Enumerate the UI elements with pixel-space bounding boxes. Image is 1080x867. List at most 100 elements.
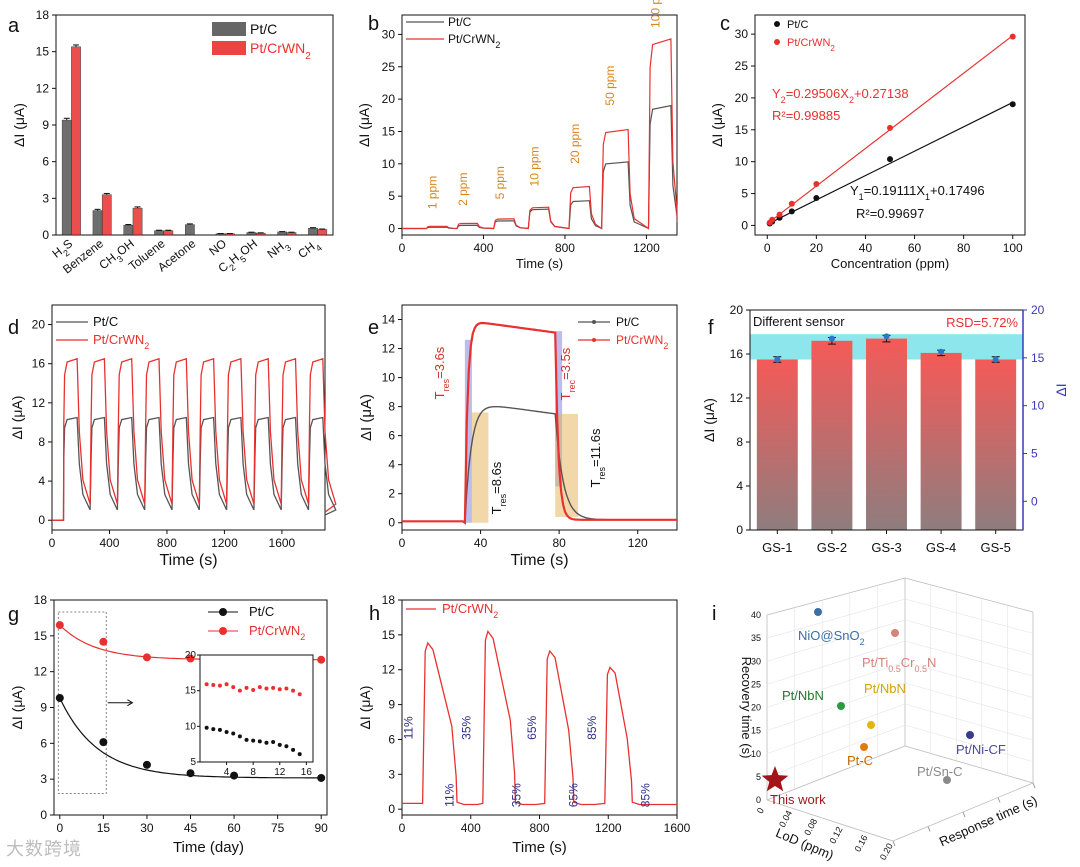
equation-label: Y1=0.19111X1+0.17496 xyxy=(850,183,985,202)
data-point xyxy=(943,776,951,784)
legend-label: Pt/C xyxy=(448,15,472,29)
y-tick-label: 8 xyxy=(38,435,45,449)
y-tick-label: 12 xyxy=(382,663,396,677)
data-point xyxy=(231,731,236,736)
series-pt-crwn2 xyxy=(402,321,677,525)
legend-label: Pt/CrWN2 xyxy=(249,623,305,642)
panel-letter: g xyxy=(8,604,19,626)
z-tick xyxy=(997,797,1001,803)
this-work-star xyxy=(761,766,789,792)
data-point xyxy=(1009,33,1016,40)
y-tick-label: 10 xyxy=(185,721,197,732)
band-label: Different sensor xyxy=(753,314,845,329)
y-tick-label: 0 xyxy=(388,222,395,236)
series-pt-c xyxy=(52,416,337,521)
legend-label: Pt/CrWN2 xyxy=(442,601,498,620)
box-edge xyxy=(766,745,906,801)
humidity-label: 11% xyxy=(443,783,457,806)
data-point xyxy=(769,216,776,223)
y-axis-label: ΔI (μA) xyxy=(357,686,373,730)
data-point xyxy=(867,721,875,729)
box-edge xyxy=(766,799,894,842)
z-tick xyxy=(962,811,966,818)
x-tick-label: 1200 xyxy=(595,821,622,835)
y-tick-label: 20 xyxy=(735,91,749,105)
y-tick-label: 20 xyxy=(185,650,197,661)
concentration-label: 20 ppm xyxy=(568,124,582,164)
y-tick-label: 30 xyxy=(382,27,396,41)
y-axis-label: ΔI (μA) xyxy=(9,686,25,730)
y-tick-label: 0 xyxy=(388,802,395,816)
concentration-label: 5 ppm xyxy=(493,166,507,199)
data-point xyxy=(814,608,822,616)
data-point xyxy=(217,683,222,688)
panel-letter: d xyxy=(8,317,19,339)
y-tick-label: 12 xyxy=(36,81,50,95)
data-point xyxy=(277,687,282,692)
data-point xyxy=(55,621,64,630)
bar xyxy=(756,359,798,530)
x-tick-label: 0.08 xyxy=(802,817,819,837)
y-tick-label-right: 15 xyxy=(1031,351,1045,365)
data-point xyxy=(224,682,229,687)
point-label: NiO@SnO2 xyxy=(798,628,865,647)
x-tick-label: 8 xyxy=(250,767,256,778)
x-tick-label: 45 xyxy=(184,821,198,835)
bar xyxy=(975,359,1017,530)
y-tick-label-right: 0 xyxy=(1031,494,1038,508)
x-tick-label: 100 xyxy=(1003,241,1023,255)
x-tick-label: 60 xyxy=(227,821,241,835)
z-tick xyxy=(892,840,896,847)
grid-line xyxy=(766,682,906,731)
y-tick-label: 16 xyxy=(32,357,46,371)
y-tick-label: 30 xyxy=(751,656,761,666)
series-pt-crwn2 xyxy=(402,629,677,806)
humidity-label: 85% xyxy=(585,716,599,740)
bar-pt-crwn2 xyxy=(286,232,297,236)
concentration-label: 10 ppm xyxy=(527,146,541,186)
panel-b: b 0 5 10 15 20 25 30 0 400 800 1200 ΔI (μA) Time (s) 1… xyxy=(356,0,678,271)
y-tick-label: 20 xyxy=(730,303,744,317)
point-label: This work xyxy=(770,792,826,807)
data-point xyxy=(264,740,269,745)
point-label: Pt/NbN xyxy=(782,688,824,703)
x-tick-label: GS-3 xyxy=(871,540,901,555)
bar xyxy=(920,352,962,530)
humidity-label: 85% xyxy=(639,783,653,807)
data-point xyxy=(860,743,868,751)
x-tick-label: 0 xyxy=(764,241,771,255)
y-axis-label: ΔI (μA) xyxy=(358,394,375,441)
point-label: Pt/NbN xyxy=(864,681,906,696)
x-tick-label: 400 xyxy=(99,536,119,550)
grid-line xyxy=(904,682,1034,720)
data-point xyxy=(317,655,326,664)
x-tick-label: 400 xyxy=(473,241,493,255)
x-axis-label: Time (day) xyxy=(173,839,244,856)
y-axis-label: ΔI (μA) xyxy=(11,103,27,147)
humidity-label: 35% xyxy=(460,716,474,740)
data-point xyxy=(277,742,282,747)
series-pt-c xyxy=(402,406,677,524)
legend-marker xyxy=(219,627,227,635)
panel-letter: b xyxy=(368,13,379,35)
x-tick-label: 1200 xyxy=(633,241,660,255)
x-axis-label: Time (s) xyxy=(512,839,566,856)
y-tick-label: 14 xyxy=(382,313,396,327)
x-tick-label: GS-4 xyxy=(926,540,956,555)
x-tick-label: 75 xyxy=(271,821,285,835)
concentration-label: 100 ppm xyxy=(649,0,663,28)
panel-c: c 0 5 10 15 20 25 30 0 20 40 60 80 100 ΔI (μA) Concentr… xyxy=(709,13,1026,271)
y-tick-label: 5 xyxy=(388,189,395,203)
data-point xyxy=(237,688,242,693)
data-point xyxy=(257,739,262,744)
data-point xyxy=(271,740,276,745)
box-edge xyxy=(904,745,1034,784)
data-point xyxy=(966,731,974,739)
humidity-label: 35% xyxy=(510,783,524,807)
y-tick-label: 35 xyxy=(751,633,761,643)
x-axis-label: Time (s) xyxy=(516,256,563,271)
legend-swatch xyxy=(212,22,246,36)
y-tick-label: 5 xyxy=(756,772,761,782)
